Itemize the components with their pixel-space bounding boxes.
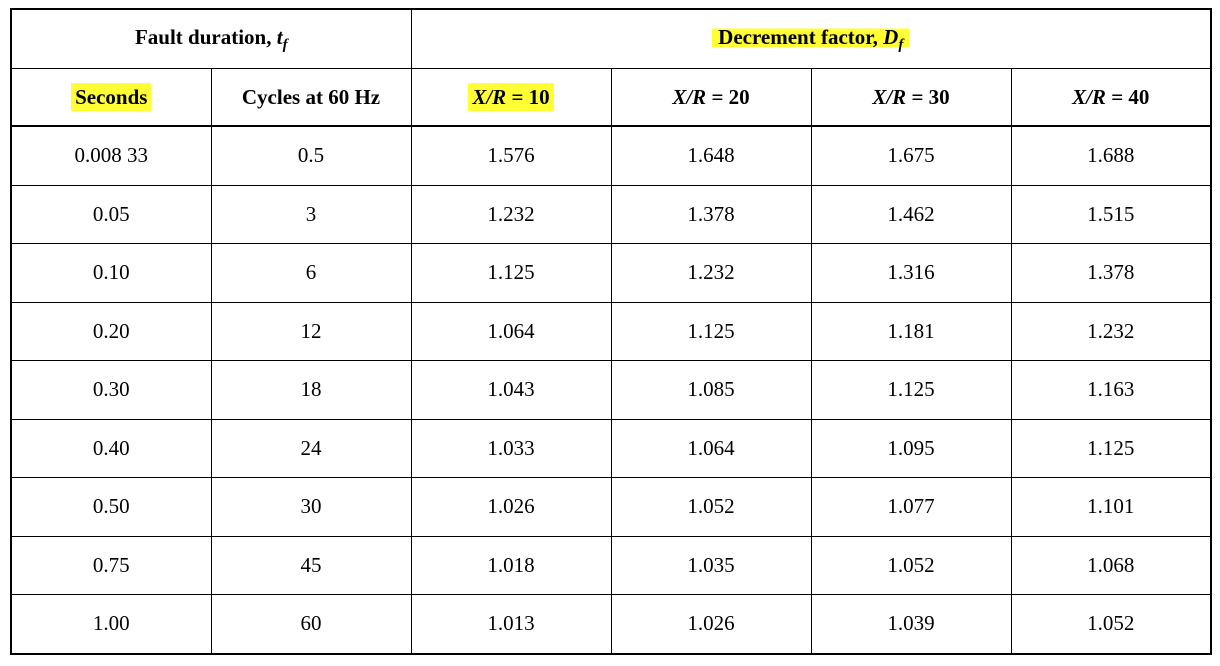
xr-10-cell: 1.043: [410, 360, 612, 420]
xr-30-cell: 1.125: [810, 360, 1012, 420]
decrement-factor-label: Decrement factor,: [718, 24, 884, 49]
seconds-cell: 0.05: [10, 185, 212, 244]
xr-30-cell: 1.052: [810, 536, 1012, 595]
xr-40-cell: 1.688: [1010, 126, 1212, 186]
xr-40-cell: 1.378: [1010, 243, 1212, 303]
xr-20-cell: 1.378: [610, 185, 812, 244]
cycles-cell: 18: [210, 360, 412, 420]
xr-value: = 30: [906, 84, 950, 109]
seconds-label: Seconds: [71, 82, 152, 111]
xr-40-cell: 1.052: [1010, 594, 1212, 654]
xr-20-cell: 1.052: [610, 477, 812, 537]
seconds-cell: 0.10: [10, 243, 212, 303]
decrement-factor-header: Decrement factor, Df: [410, 9, 1212, 69]
cycles-cell: 24: [210, 419, 412, 478]
xr-40-cell: 1.068: [1010, 536, 1212, 595]
xr-10-highlight: X/R = 10: [468, 82, 554, 111]
xr-10-cell: 1.033: [410, 419, 612, 478]
xr-10-header: X/R = 10: [410, 68, 612, 127]
cycles-label: Cycles at 60 Hz: [241, 84, 381, 109]
seconds-cell: 0.20: [10, 302, 212, 361]
xr-10-cell: 1.576: [410, 126, 612, 186]
seconds-cell: 0.008 33: [10, 126, 212, 186]
xr-var: X/R: [872, 84, 907, 109]
xr-10-cell: 1.026: [410, 477, 612, 537]
table-row: 0.75 45 1.018 1.035 1.052 1.068: [10, 536, 1212, 595]
xr-var: X/R: [472, 84, 507, 109]
fault-duration-header: Fault duration, tf: [10, 9, 412, 69]
seconds-cell: 0.40: [10, 419, 212, 478]
xr-var: X/R: [1072, 84, 1106, 109]
xr-value: = 20: [706, 84, 750, 109]
cycles-cell: 45: [210, 536, 412, 595]
table-row: 0.10 6 1.125 1.232 1.316 1.378: [10, 243, 1212, 303]
xr-10-cell: 1.232: [410, 185, 612, 244]
table-row: 0.40 24 1.033 1.064 1.095 1.125: [10, 419, 1212, 478]
cycles-cell: 6: [210, 243, 412, 303]
xr-var: X/R: [672, 84, 707, 109]
xr-20-cell: 1.035: [610, 536, 812, 595]
xr-value: = 10: [506, 84, 550, 109]
xr-20-cell: 1.026: [610, 594, 812, 654]
cycles-cell: 30: [210, 477, 412, 537]
xr-20-header: X/R = 20: [610, 68, 812, 127]
decrement-factor-highlight: Decrement factor, Df: [712, 22, 910, 53]
decrement-factor-table: Fault duration, tf Decrement factor, Df …: [10, 8, 1212, 655]
table-row: 0.50 30 1.026 1.052 1.077 1.101: [10, 477, 1212, 537]
xr-value: = 40: [1105, 84, 1150, 109]
cycles-cell: 3: [210, 185, 412, 244]
xr-10-cell: 1.064: [410, 302, 612, 361]
table-row: 0.30 18 1.043 1.085 1.125 1.163: [10, 360, 1212, 420]
seconds-cell: 0.75: [10, 536, 212, 595]
seconds-header: Seconds: [10, 68, 212, 127]
xr-30-cell: 1.095: [810, 419, 1012, 478]
xr-20-cell: 1.085: [610, 360, 812, 420]
xr-40-cell: 1.515: [1010, 185, 1212, 244]
decrement-factor-symbol: D: [883, 24, 899, 49]
header-row-1: Fault duration, tf Decrement factor, Df: [10, 9, 1212, 69]
cycles-cell: 12: [210, 302, 412, 361]
xr-40-cell: 1.101: [1010, 477, 1212, 537]
header-row-2: Seconds Cycles at 60 Hz X/R = 10 X/R = 2…: [10, 68, 1212, 127]
xr-30-cell: 1.462: [810, 185, 1012, 244]
table-row: 0.008 33 0.5 1.576 1.648 1.675 1.688: [10, 126, 1212, 186]
xr-40-cell: 1.232: [1010, 302, 1212, 361]
table-row: 0.20 12 1.064 1.125 1.181 1.232: [10, 302, 1212, 361]
xr-40-cell: 1.125: [1010, 419, 1212, 478]
xr-30-cell: 1.675: [810, 126, 1012, 186]
xr-10-cell: 1.125: [410, 243, 612, 303]
cycles-header: Cycles at 60 Hz: [210, 68, 412, 127]
table-row: 0.05 3 1.232 1.378 1.462 1.515: [10, 185, 1212, 244]
xr-40-header: X/R = 40: [1010, 68, 1212, 127]
xr-30-header: X/R = 30: [810, 68, 1012, 127]
xr-30-cell: 1.077: [810, 477, 1012, 537]
xr-20-cell: 1.064: [610, 419, 812, 478]
xr-30-cell: 1.316: [810, 243, 1012, 303]
fault-duration-symbol: t: [276, 24, 283, 49]
xr-20-cell: 1.232: [610, 243, 812, 303]
xr-10-cell: 1.013: [410, 594, 612, 654]
xr-20-cell: 1.125: [610, 302, 812, 361]
xr-30-cell: 1.039: [810, 594, 1012, 654]
xr-20-cell: 1.648: [610, 126, 812, 186]
cycles-cell: 0.5: [210, 126, 412, 186]
seconds-cell: 0.30: [10, 360, 212, 420]
xr-10-cell: 1.018: [410, 536, 612, 595]
fault-duration-subscript: f: [282, 36, 288, 53]
xr-40-cell: 1.163: [1010, 360, 1212, 420]
seconds-cell: 0.50: [10, 477, 212, 537]
fault-duration-label: Fault duration,: [134, 24, 277, 49]
decrement-factor-subscript: f: [898, 36, 904, 53]
table-row: 1.00 60 1.013 1.026 1.039 1.052: [10, 594, 1212, 654]
cycles-cell: 60: [210, 594, 412, 654]
xr-30-cell: 1.181: [810, 302, 1012, 361]
seconds-cell: 1.00: [10, 594, 212, 654]
